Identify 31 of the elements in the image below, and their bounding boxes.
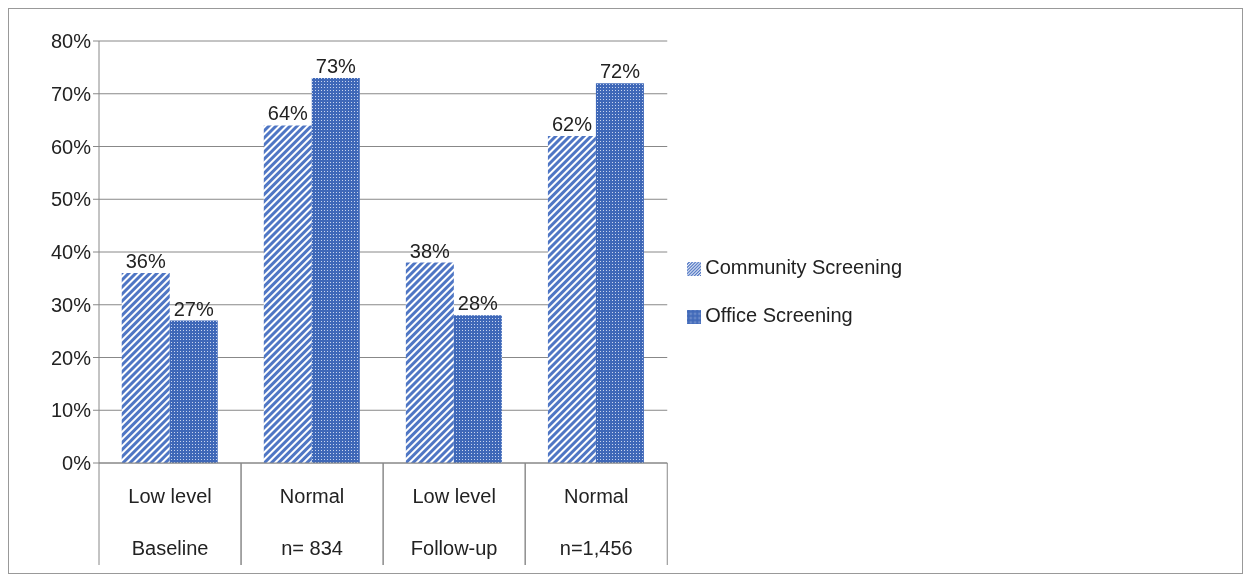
bar bbox=[453, 315, 502, 463]
data-label: 62% bbox=[551, 112, 593, 135]
category-label: Low level Baseline bbox=[128, 485, 212, 559]
y-tick-label: 20% bbox=[50, 346, 92, 369]
bar bbox=[121, 273, 170, 463]
y-tick-label: 80% bbox=[50, 30, 92, 53]
data-label: 64% bbox=[267, 102, 309, 125]
data-label: 38% bbox=[409, 239, 451, 262]
y-tick-label: 70% bbox=[50, 82, 92, 105]
bar bbox=[311, 77, 360, 463]
bar bbox=[169, 320, 218, 463]
category-label: Normal n=1,456 bbox=[559, 485, 633, 559]
bar bbox=[263, 125, 312, 463]
y-tick-label: 60% bbox=[50, 135, 92, 158]
legend-label: Office Screening bbox=[705, 304, 853, 326]
data-label: 27% bbox=[173, 297, 214, 320]
y-tick-label: 30% bbox=[50, 293, 92, 316]
y-tick-label: 10% bbox=[50, 399, 92, 422]
bar bbox=[547, 135, 596, 463]
category-label: Low level Follow-up bbox=[410, 485, 498, 559]
data-label: 72% bbox=[599, 60, 641, 83]
y-tick-label: 40% bbox=[50, 241, 92, 264]
legend-label: Community Screening bbox=[705, 256, 902, 278]
y-tick-label: 0% bbox=[62, 452, 92, 475]
data-label: 73% bbox=[315, 54, 357, 77]
data-label: 36% bbox=[125, 250, 166, 273]
y-tick-label: 50% bbox=[50, 188, 92, 211]
bar bbox=[595, 83, 644, 463]
data-label: 28% bbox=[457, 292, 499, 315]
category-label: Normal n= 834 bbox=[279, 485, 345, 559]
bar bbox=[405, 262, 454, 463]
